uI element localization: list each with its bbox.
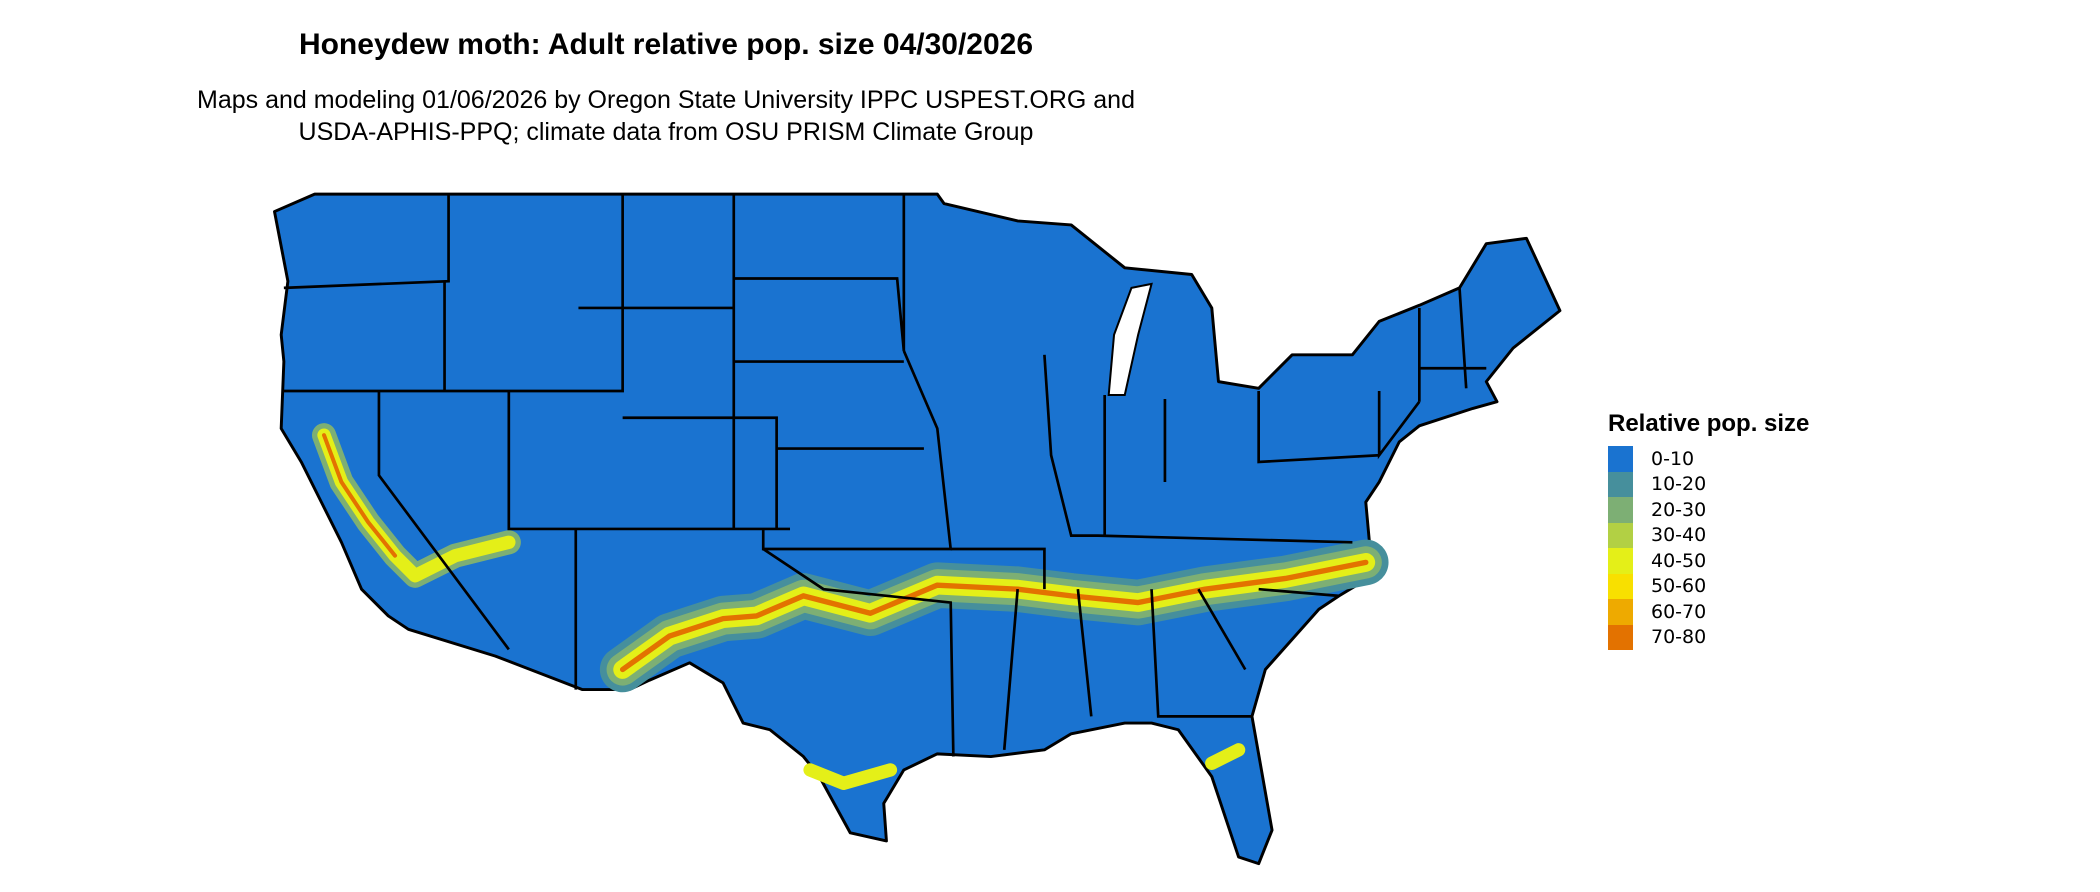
- population-band-california: [311, 423, 1246, 791]
- legend-swatch: [1608, 446, 1633, 472]
- legend-item: 0-10: [1608, 446, 1809, 472]
- legend-swatch: [1608, 599, 1633, 625]
- map-subtitle: Maps and modeling 01/06/2026 by Oregon S…: [0, 84, 1332, 148]
- subtitle-line-2: USDA-APHIS-PPQ; climate data from OSU PR…: [298, 118, 1034, 146]
- legend-swatch: [1608, 497, 1633, 523]
- legend-label: 40-50: [1651, 549, 1707, 572]
- us-outline: [273, 192, 1562, 866]
- legend-label: 0-10: [1651, 447, 1695, 470]
- legend-item: 30-40: [1608, 522, 1809, 548]
- legend-item: 60-70: [1608, 599, 1809, 625]
- legend-item: 50-60: [1608, 573, 1809, 599]
- legend: Relative pop. size 0-10 10-20 20-30 30-40 40…: [1608, 410, 1809, 650]
- legend-item: 40-50: [1608, 548, 1809, 574]
- legend-swatch: [1608, 522, 1633, 548]
- legend-label: 10-20: [1651, 473, 1707, 496]
- legend-label: 30-40: [1651, 524, 1707, 547]
- legend-item: 10-20: [1608, 471, 1809, 497]
- legend-item: 20-30: [1608, 497, 1809, 523]
- legend-swatch: [1608, 471, 1633, 497]
- legend-swatch: [1608, 548, 1633, 574]
- map-title: Honeydew moth: Adult relative pop. size …: [298, 28, 1034, 61]
- legend-swatch: [1608, 573, 1633, 599]
- legend-label: 20-30: [1651, 498, 1707, 521]
- legend-label: 60-70: [1651, 600, 1707, 623]
- subtitle-line-1: Maps and modeling 01/06/2026 by Oregon S…: [197, 86, 1135, 114]
- lake-michigan: [1107, 282, 1153, 397]
- legend-title: Relative pop. size: [1608, 410, 1810, 437]
- legend-swatch: [1608, 624, 1633, 650]
- population-band-southern: [599, 539, 1389, 693]
- legend-label: 70-80: [1651, 626, 1707, 649]
- state-borders: [283, 194, 1487, 757]
- legend-label: 50-60: [1651, 575, 1707, 598]
- legend-item: 70-80: [1608, 624, 1809, 650]
